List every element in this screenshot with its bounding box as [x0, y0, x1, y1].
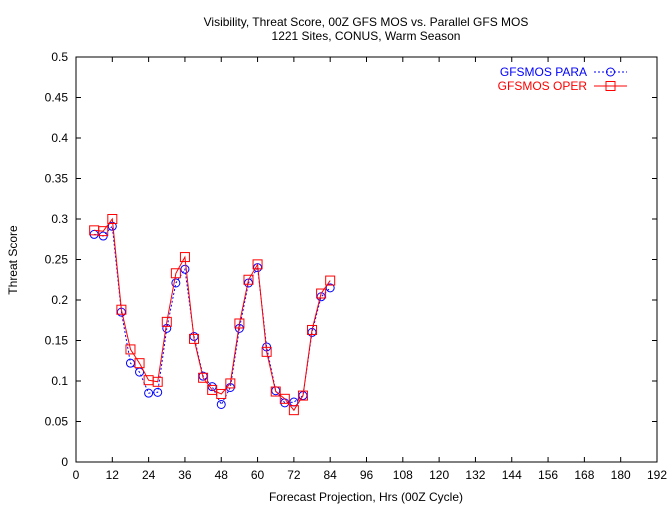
- data-point: [170, 268, 181, 279]
- chart-title: Visibility, Threat Score, 00Z GFS MOS vs…: [204, 15, 529, 29]
- data-point: [153, 387, 163, 397]
- data-point: [179, 252, 190, 263]
- data-point: [134, 358, 145, 369]
- series-gfsmos-para: [89, 221, 335, 409]
- y-tick-label: 0.3: [51, 212, 68, 226]
- data-point: [279, 393, 290, 404]
- data-point: [125, 358, 135, 368]
- legend-marker: [606, 67, 615, 77]
- x-tick-label: 12: [106, 468, 120, 482]
- legend-marker: [605, 81, 616, 91]
- data-point: [152, 376, 163, 387]
- axis-ticks: 0 12 24 36 48 60 72 84 96 108 120 132 144 156 168 180 19…: [45, 50, 668, 482]
- data-point: [116, 304, 127, 315]
- data-point: [216, 399, 226, 409]
- x-tick-label: 192: [647, 468, 667, 482]
- data-point: [98, 226, 109, 237]
- series-layer: [89, 214, 336, 416]
- x-axis-label: Forecast Projection, Hrs (00Z Cycle): [269, 490, 463, 504]
- y-tick-label: 0.45: [45, 91, 69, 105]
- data-point: [198, 372, 209, 383]
- y-tick-label: 0: [61, 455, 68, 469]
- legend-item: GFSMOS PARA: [500, 65, 627, 79]
- x-tick-label: 0: [73, 468, 80, 482]
- data-point: [325, 283, 335, 293]
- data-point: [225, 378, 236, 389]
- data-point: [288, 405, 299, 416]
- x-tick-label: 48: [215, 468, 229, 482]
- data-point: [125, 344, 136, 355]
- x-tick-label: 36: [178, 468, 192, 482]
- data-point: [297, 390, 308, 401]
- data-point: [243, 274, 254, 285]
- x-tick-label: 108: [393, 468, 413, 482]
- x-tick-label: 24: [142, 468, 156, 482]
- data-point: [307, 324, 318, 335]
- data-point: [144, 388, 154, 398]
- data-point: [180, 264, 190, 274]
- legend-label: GFSMOS OPER: [498, 79, 588, 93]
- data-point: [325, 275, 336, 286]
- y-tick-label: 0.2: [51, 293, 68, 307]
- x-tick-label: 144: [502, 468, 522, 482]
- x-tick-label: 168: [574, 468, 594, 482]
- x-tick-label: 132: [465, 468, 485, 482]
- x-tick-label: 156: [538, 468, 558, 482]
- y-tick-label: 0.5: [51, 50, 68, 64]
- x-tick-label: 60: [251, 468, 265, 482]
- y-tick-label: 0.1: [51, 374, 68, 388]
- plot-frame: [75, 56, 658, 463]
- x-tick-label: 96: [360, 468, 374, 482]
- data-point: [189, 333, 200, 344]
- x-tick-label: 120: [429, 468, 449, 482]
- data-point: [316, 288, 327, 299]
- data-point: [270, 386, 281, 397]
- legend-item: GFSMOS OPER: [498, 79, 627, 93]
- data-point: [261, 346, 272, 357]
- series-line: [94, 217, 331, 412]
- y-tick-label: 0.4: [51, 131, 68, 145]
- data-point: [107, 214, 118, 224]
- y-tick-label: 0.05: [45, 415, 69, 429]
- legend-label: GFSMOS PARA: [500, 65, 587, 79]
- x-tick-label: 72: [287, 468, 301, 482]
- x-tick-label: 180: [611, 468, 631, 482]
- y-tick-label: 0.35: [45, 172, 69, 186]
- data-point: [252, 259, 263, 270]
- data-point: [171, 278, 181, 288]
- chart-subtitle: 1221 Sites, CONUS, Warm Season: [272, 29, 461, 43]
- y-tick-label: 0.15: [45, 334, 69, 348]
- data-point: [216, 388, 227, 399]
- x-tick-label: 84: [324, 468, 338, 482]
- y-tick-label: 0.25: [45, 253, 69, 267]
- series-gfsmos-oper: [89, 214, 336, 416]
- y-axis-label: Threat Score: [6, 225, 20, 295]
- data-point: [161, 316, 172, 327]
- data-point: [234, 318, 245, 329]
- series-line: [94, 225, 331, 406]
